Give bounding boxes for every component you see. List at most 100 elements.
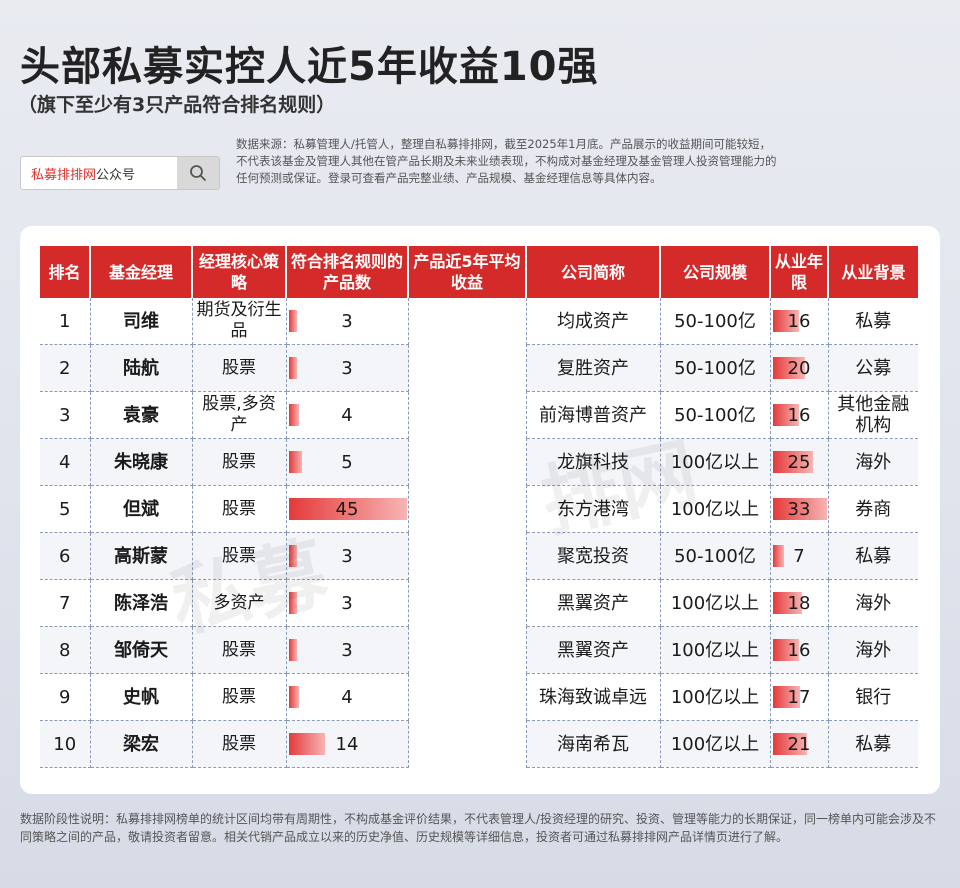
search-button[interactable] xyxy=(177,157,219,189)
rank-cell: 8 xyxy=(40,626,91,674)
data-source-disclaimer: 数据来源：私募管理人/托管人，整理自私募排排网，截至2025年1月底。产品展示的… xyxy=(236,137,777,185)
rank-cell: 1 xyxy=(40,298,91,345)
years-cell: 21 xyxy=(770,720,829,768)
table-header-row: 排名 基金经理 经理核心策略 符合排名规则的产品数 产品近5年平均收益 公司简称 公司规模从… xyxy=(40,246,918,298)
manager-name-cell: 邹倚天 xyxy=(90,626,193,674)
years-cell-value: 7 xyxy=(793,545,805,567)
product-count-cell: 4 xyxy=(286,673,409,721)
data-period-footnote: 数据阶段性说明：私募排排网榜单的统计区间均带有周期性，不构成基金评价结果，不代表… xyxy=(20,812,937,844)
years-cell-value: 33 xyxy=(787,498,811,520)
rank-cell: 10 xyxy=(40,720,91,768)
manager-name-cell: 梁宏 xyxy=(90,720,193,768)
background-cell: 私募 xyxy=(828,532,918,580)
background-cell: 海外 xyxy=(828,626,918,674)
product-count-cell: 4 xyxy=(286,391,409,439)
company-name-cell: 黑翼资产 xyxy=(526,579,661,627)
company-scale-cell: 100亿以上 xyxy=(660,720,771,768)
table-row: 7 陈泽浩 多资产 3 黑翼资产 100亿以上 18 海外 xyxy=(40,579,918,627)
years-cell-bar xyxy=(772,639,799,661)
strategy-cell: 股票 xyxy=(192,438,287,486)
company-name-cell: 珠海致诚卓远 xyxy=(526,673,661,721)
years-cell-value: 20 xyxy=(787,357,811,379)
company-scale-cell: 50-100亿 xyxy=(660,344,771,392)
ranking-card: 排名 基金经理 经理核心策略 符合排名规则的产品数 产品近5年平均收益 公司简称 公司规模从… xyxy=(20,226,940,794)
table-row: 2 陆航 股票 3 复胜资产 50-100亿 20 公募 xyxy=(40,344,918,392)
product-count-cell: 5 xyxy=(286,438,409,486)
years-cell: 16 xyxy=(770,626,829,674)
background-cell: 券商 xyxy=(828,485,918,533)
years-cell-value: 16 xyxy=(787,404,811,426)
background-cell: 私募 xyxy=(828,720,918,768)
product-count-cell-bar xyxy=(288,404,299,426)
rank-cell: 9 xyxy=(40,673,91,721)
search-icon xyxy=(190,165,206,181)
company-scale-cell: 100亿以上 xyxy=(660,579,771,627)
strategy-cell: 股票 xyxy=(192,532,287,580)
years-cell-bar xyxy=(772,451,814,473)
company-name-cell: 复胜资产 xyxy=(526,344,661,392)
strategy-cell: 股票 xyxy=(192,344,287,392)
product-count-cell-value: 3 xyxy=(341,357,353,379)
product-count-cell-bar xyxy=(288,451,302,473)
years-cell: 17 xyxy=(770,673,829,721)
header-company: 公司简称 xyxy=(526,246,661,298)
product-count-cell-bar xyxy=(288,686,299,708)
page-subtitle: （旗下至少有3只产品符合排名规则） xyxy=(18,94,336,116)
background-cell: 海外 xyxy=(828,438,918,486)
company-name-cell: 前海博普资产 xyxy=(526,391,661,439)
product-count-cell: 3 xyxy=(286,626,409,674)
product-count-cell: 3 xyxy=(286,532,409,580)
header-strategy: 经理核心策略 xyxy=(192,246,287,298)
header-rank: 排名 xyxy=(40,246,91,298)
manager-name-cell: 朱晓康 xyxy=(90,438,193,486)
table-row: 5 但斌 股票 45 东方港湾 100亿以上 33 券商 xyxy=(40,485,918,533)
product-count-cell-value: 4 xyxy=(341,686,353,708)
product-count-cell-value: 3 xyxy=(341,545,353,567)
strategy-cell: 期货及衍生品 xyxy=(192,298,287,345)
table-body: 1 司维 期货及衍生品 3 均成资产 50-100亿 16 私募 2 陆航 股票 3 复胜资产 50-10… xyxy=(40,298,918,768)
company-name-cell: 龙旗科技 xyxy=(526,438,661,486)
manager-name-cell: 史帆 xyxy=(90,673,193,721)
years-cell: 16 xyxy=(770,298,829,345)
product-count-cell-bar xyxy=(288,498,407,520)
company-scale-cell: 50-100亿 xyxy=(660,391,771,439)
company-scale-cell: 50-100亿 xyxy=(660,298,771,345)
ranking-table: 排名 基金经理 经理核心策略 符合排名规则的产品数 产品近5年平均收益 公司简称 公司规模从… xyxy=(40,246,918,768)
background-cell: 其他金融机构 xyxy=(828,391,918,439)
five-year-return-cell xyxy=(408,298,527,768)
search-box[interactable]: 私募排排网 公众号 xyxy=(20,156,220,190)
header-years: 从业年限 xyxy=(770,246,829,298)
years-cell: 7 xyxy=(770,532,829,580)
table-row: 8 邹倚天 股票 3 黑翼资产 100亿以上 16 海外 xyxy=(40,626,918,674)
header-products: 符合排名规则的产品数 xyxy=(286,246,409,298)
years-cell-value: 21 xyxy=(787,733,811,755)
table-row: 9 史帆 股票 4 珠海致诚卓远 100亿以上 17 银行 xyxy=(40,673,918,721)
company-name-cell: 黑翼资产 xyxy=(526,626,661,674)
product-count-cell-bar xyxy=(288,357,297,379)
search-suffix-text: 公众号 xyxy=(96,167,136,183)
header-manager: 基金经理 xyxy=(90,246,193,298)
years-cell-bar xyxy=(772,357,806,379)
company-scale-cell: 50-100亿 xyxy=(660,532,771,580)
product-count-cell: 3 xyxy=(286,344,409,392)
page-title: 头部私募实控人近5年收益10强 xyxy=(20,44,599,90)
manager-name-cell: 高斯蒙 xyxy=(90,532,193,580)
product-count-cell-value: 45 xyxy=(335,498,359,520)
strategy-cell: 股票 xyxy=(192,485,287,533)
table-row: 1 司维 期货及衍生品 3 均成资产 50-100亿 16 私募 xyxy=(40,298,918,768)
background-cell: 私募 xyxy=(828,298,918,345)
product-count-cell-bar xyxy=(288,545,297,567)
company-name-cell: 聚宽投资 xyxy=(526,532,661,580)
product-count-cell-bar xyxy=(288,639,297,661)
background-cell: 公募 xyxy=(828,344,918,392)
company-scale-cell: 100亿以上 xyxy=(660,485,771,533)
rank-cell: 3 xyxy=(40,391,91,439)
years-cell-value: 16 xyxy=(787,639,811,661)
years-cell-bar xyxy=(772,686,801,708)
years-cell-bar xyxy=(772,733,807,755)
rank-cell: 4 xyxy=(40,438,91,486)
years-cell-value: 16 xyxy=(787,310,811,332)
rank-cell: 6 xyxy=(40,532,91,580)
background-cell: 海外 xyxy=(828,579,918,627)
product-count-cell-value: 3 xyxy=(341,639,353,661)
